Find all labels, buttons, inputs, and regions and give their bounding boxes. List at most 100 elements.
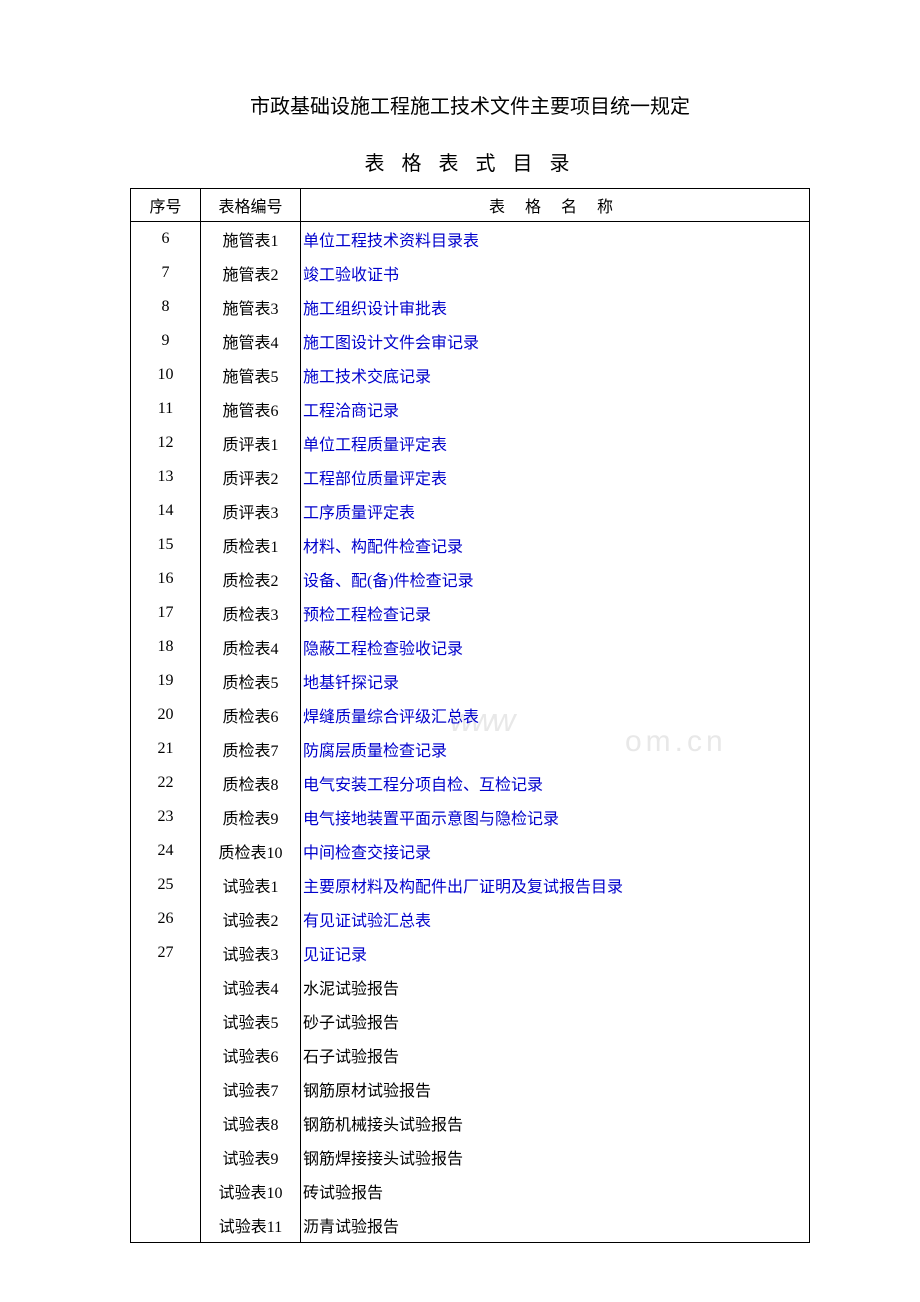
form-link[interactable]: 隐蔽工程检查验收记录 — [303, 641, 463, 658]
cell-name[interactable]: 材料、构配件检查记录 — [301, 528, 810, 562]
table-row: 试验表4水泥试验报告 — [131, 970, 810, 1004]
cell-code: 试验表8 — [201, 1106, 301, 1140]
form-link[interactable]: 地基钎探记录 — [303, 675, 399, 692]
cell-name: 水泥试验报告 — [301, 970, 810, 1004]
form-link[interactable]: 电气接地装置平面示意图与隐检记录 — [303, 811, 559, 828]
cell-code: 质检表4 — [201, 630, 301, 664]
cell-seq — [131, 1038, 201, 1072]
cell-seq: 15 — [131, 528, 201, 562]
form-link[interactable]: 施工组织设计审批表 — [303, 301, 447, 318]
cell-seq: 18 — [131, 630, 201, 664]
page-subtitle: 表 格 表 式 目 录 — [130, 147, 810, 176]
cell-seq — [131, 970, 201, 1004]
cell-name[interactable]: 隐蔽工程检查验收记录 — [301, 630, 810, 664]
cell-code: 质检表7 — [201, 732, 301, 766]
cell-seq: 23 — [131, 800, 201, 834]
cell-name[interactable]: 施工组织设计审批表 — [301, 290, 810, 324]
cell-code: 施管表3 — [201, 290, 301, 324]
table-row: 27试验表3见证记录 — [131, 936, 810, 970]
table-row: 26试验表2有见证试验汇总表 — [131, 902, 810, 936]
form-link[interactable]: 单位工程技术资料目录表 — [303, 233, 479, 250]
cell-seq: 7 — [131, 256, 201, 290]
table-row: 24质检表10中间检查交接记录 — [131, 834, 810, 868]
cell-name[interactable]: 焊缝质量综合评级汇总表 — [301, 698, 810, 732]
table-row: 8施管表3施工组织设计审批表 — [131, 290, 810, 324]
form-link[interactable]: 中间检查交接记录 — [303, 845, 431, 862]
cell-seq — [131, 1106, 201, 1140]
form-link[interactable]: 有见证试验汇总表 — [303, 913, 431, 930]
cell-code: 试验表9 — [201, 1140, 301, 1174]
form-link[interactable]: 设备、配(备)件检查记录 — [303, 573, 474, 590]
cell-name: 钢筋原材试验报告 — [301, 1072, 810, 1106]
table-row: 12质评表1单位工程质量评定表 — [131, 426, 810, 460]
form-link[interactable]: 电气安装工程分项自检、互检记录 — [303, 777, 543, 794]
form-link[interactable]: 见证记录 — [303, 947, 367, 964]
cell-name[interactable]: 设备、配(备)件检查记录 — [301, 562, 810, 596]
form-link[interactable]: 焊缝质量综合评级汇总表 — [303, 709, 479, 726]
cell-name[interactable]: 施工技术交底记录 — [301, 358, 810, 392]
cell-name[interactable]: 电气接地装置平面示意图与隐检记录 — [301, 800, 810, 834]
cell-name[interactable]: 见证记录 — [301, 936, 810, 970]
cell-name[interactable]: 预检工程检查记录 — [301, 596, 810, 630]
cell-name[interactable]: 有见证试验汇总表 — [301, 902, 810, 936]
form-link[interactable]: 材料、构配件检查记录 — [303, 539, 463, 556]
form-link[interactable]: 工程部位质量评定表 — [303, 471, 447, 488]
forms-directory-table: 序号 表格编号 表 格 名 称 6施管表1单位工程技术资料目录表7施管表2竣工验… — [130, 188, 810, 1243]
table-row: 16质检表2设备、配(备)件检查记录 — [131, 562, 810, 596]
form-link[interactable]: 竣工验收证书 — [303, 267, 399, 284]
cell-seq — [131, 1072, 201, 1106]
cell-name[interactable]: 施工图设计文件会审记录 — [301, 324, 810, 358]
cell-seq: 14 — [131, 494, 201, 528]
form-link[interactable]: 施工技术交底记录 — [303, 369, 431, 386]
table-row: 试验表11沥青试验报告 — [131, 1208, 810, 1243]
cell-seq — [131, 1208, 201, 1243]
form-link[interactable]: 工序质量评定表 — [303, 505, 415, 522]
table-row: 22质检表8电气安装工程分项自检、互检记录 — [131, 766, 810, 800]
form-link[interactable]: 防腐层质量检查记录 — [303, 743, 447, 760]
table-row: 15质检表1材料、构配件检查记录 — [131, 528, 810, 562]
cell-seq: 11 — [131, 392, 201, 426]
cell-code: 试验表2 — [201, 902, 301, 936]
cell-code: 质检表1 — [201, 528, 301, 562]
cell-code: 试验表1 — [201, 868, 301, 902]
cell-seq: 12 — [131, 426, 201, 460]
cell-name[interactable]: 竣工验收证书 — [301, 256, 810, 290]
cell-code: 施管表5 — [201, 358, 301, 392]
cell-seq: 13 — [131, 460, 201, 494]
cell-code: 试验表5 — [201, 1004, 301, 1038]
cell-code: 质评表1 — [201, 426, 301, 460]
cell-seq: 26 — [131, 902, 201, 936]
table-row: 21质检表7防腐层质量检查记录 — [131, 732, 810, 766]
cell-name[interactable]: 电气安装工程分项自检、互检记录 — [301, 766, 810, 800]
cell-code: 质检表9 — [201, 800, 301, 834]
cell-code: 试验表11 — [201, 1208, 301, 1243]
table-row: 试验表6石子试验报告 — [131, 1038, 810, 1072]
table-row: 19质检表5地基钎探记录 — [131, 664, 810, 698]
form-link[interactable]: 主要原材料及构配件出厂证明及复试报告目录 — [303, 879, 623, 896]
cell-code: 施管表2 — [201, 256, 301, 290]
cell-name[interactable]: 地基钎探记录 — [301, 664, 810, 698]
cell-code: 试验表7 — [201, 1072, 301, 1106]
cell-seq: 10 — [131, 358, 201, 392]
cell-name[interactable]: 中间检查交接记录 — [301, 834, 810, 868]
cell-code: 质检表5 — [201, 664, 301, 698]
table-row: 7施管表2竣工验收证书 — [131, 256, 810, 290]
form-link[interactable]: 单位工程质量评定表 — [303, 437, 447, 454]
cell-code: 质检表10 — [201, 834, 301, 868]
form-link[interactable]: 施工图设计文件会审记录 — [303, 335, 479, 352]
cell-name[interactable]: 工序质量评定表 — [301, 494, 810, 528]
cell-name[interactable]: 单位工程质量评定表 — [301, 426, 810, 460]
table-row: 13质评表2工程部位质量评定表 — [131, 460, 810, 494]
cell-name[interactable]: 防腐层质量检查记录 — [301, 732, 810, 766]
cell-name: 钢筋机械接头试验报告 — [301, 1106, 810, 1140]
cell-name[interactable]: 工程洽商记录 — [301, 392, 810, 426]
form-link[interactable]: 工程洽商记录 — [303, 403, 399, 420]
form-link[interactable]: 预检工程检查记录 — [303, 607, 431, 624]
table-row: 20质检表6焊缝质量综合评级汇总表 — [131, 698, 810, 732]
table-row: 10施管表5施工技术交底记录 — [131, 358, 810, 392]
cell-name[interactable]: 单位工程技术资料目录表 — [301, 222, 810, 257]
cell-seq — [131, 1140, 201, 1174]
cell-name[interactable]: 工程部位质量评定表 — [301, 460, 810, 494]
cell-name[interactable]: 主要原材料及构配件出厂证明及复试报告目录 — [301, 868, 810, 902]
table-body: 6施管表1单位工程技术资料目录表7施管表2竣工验收证书8施管表3施工组织设计审批… — [131, 222, 810, 1243]
